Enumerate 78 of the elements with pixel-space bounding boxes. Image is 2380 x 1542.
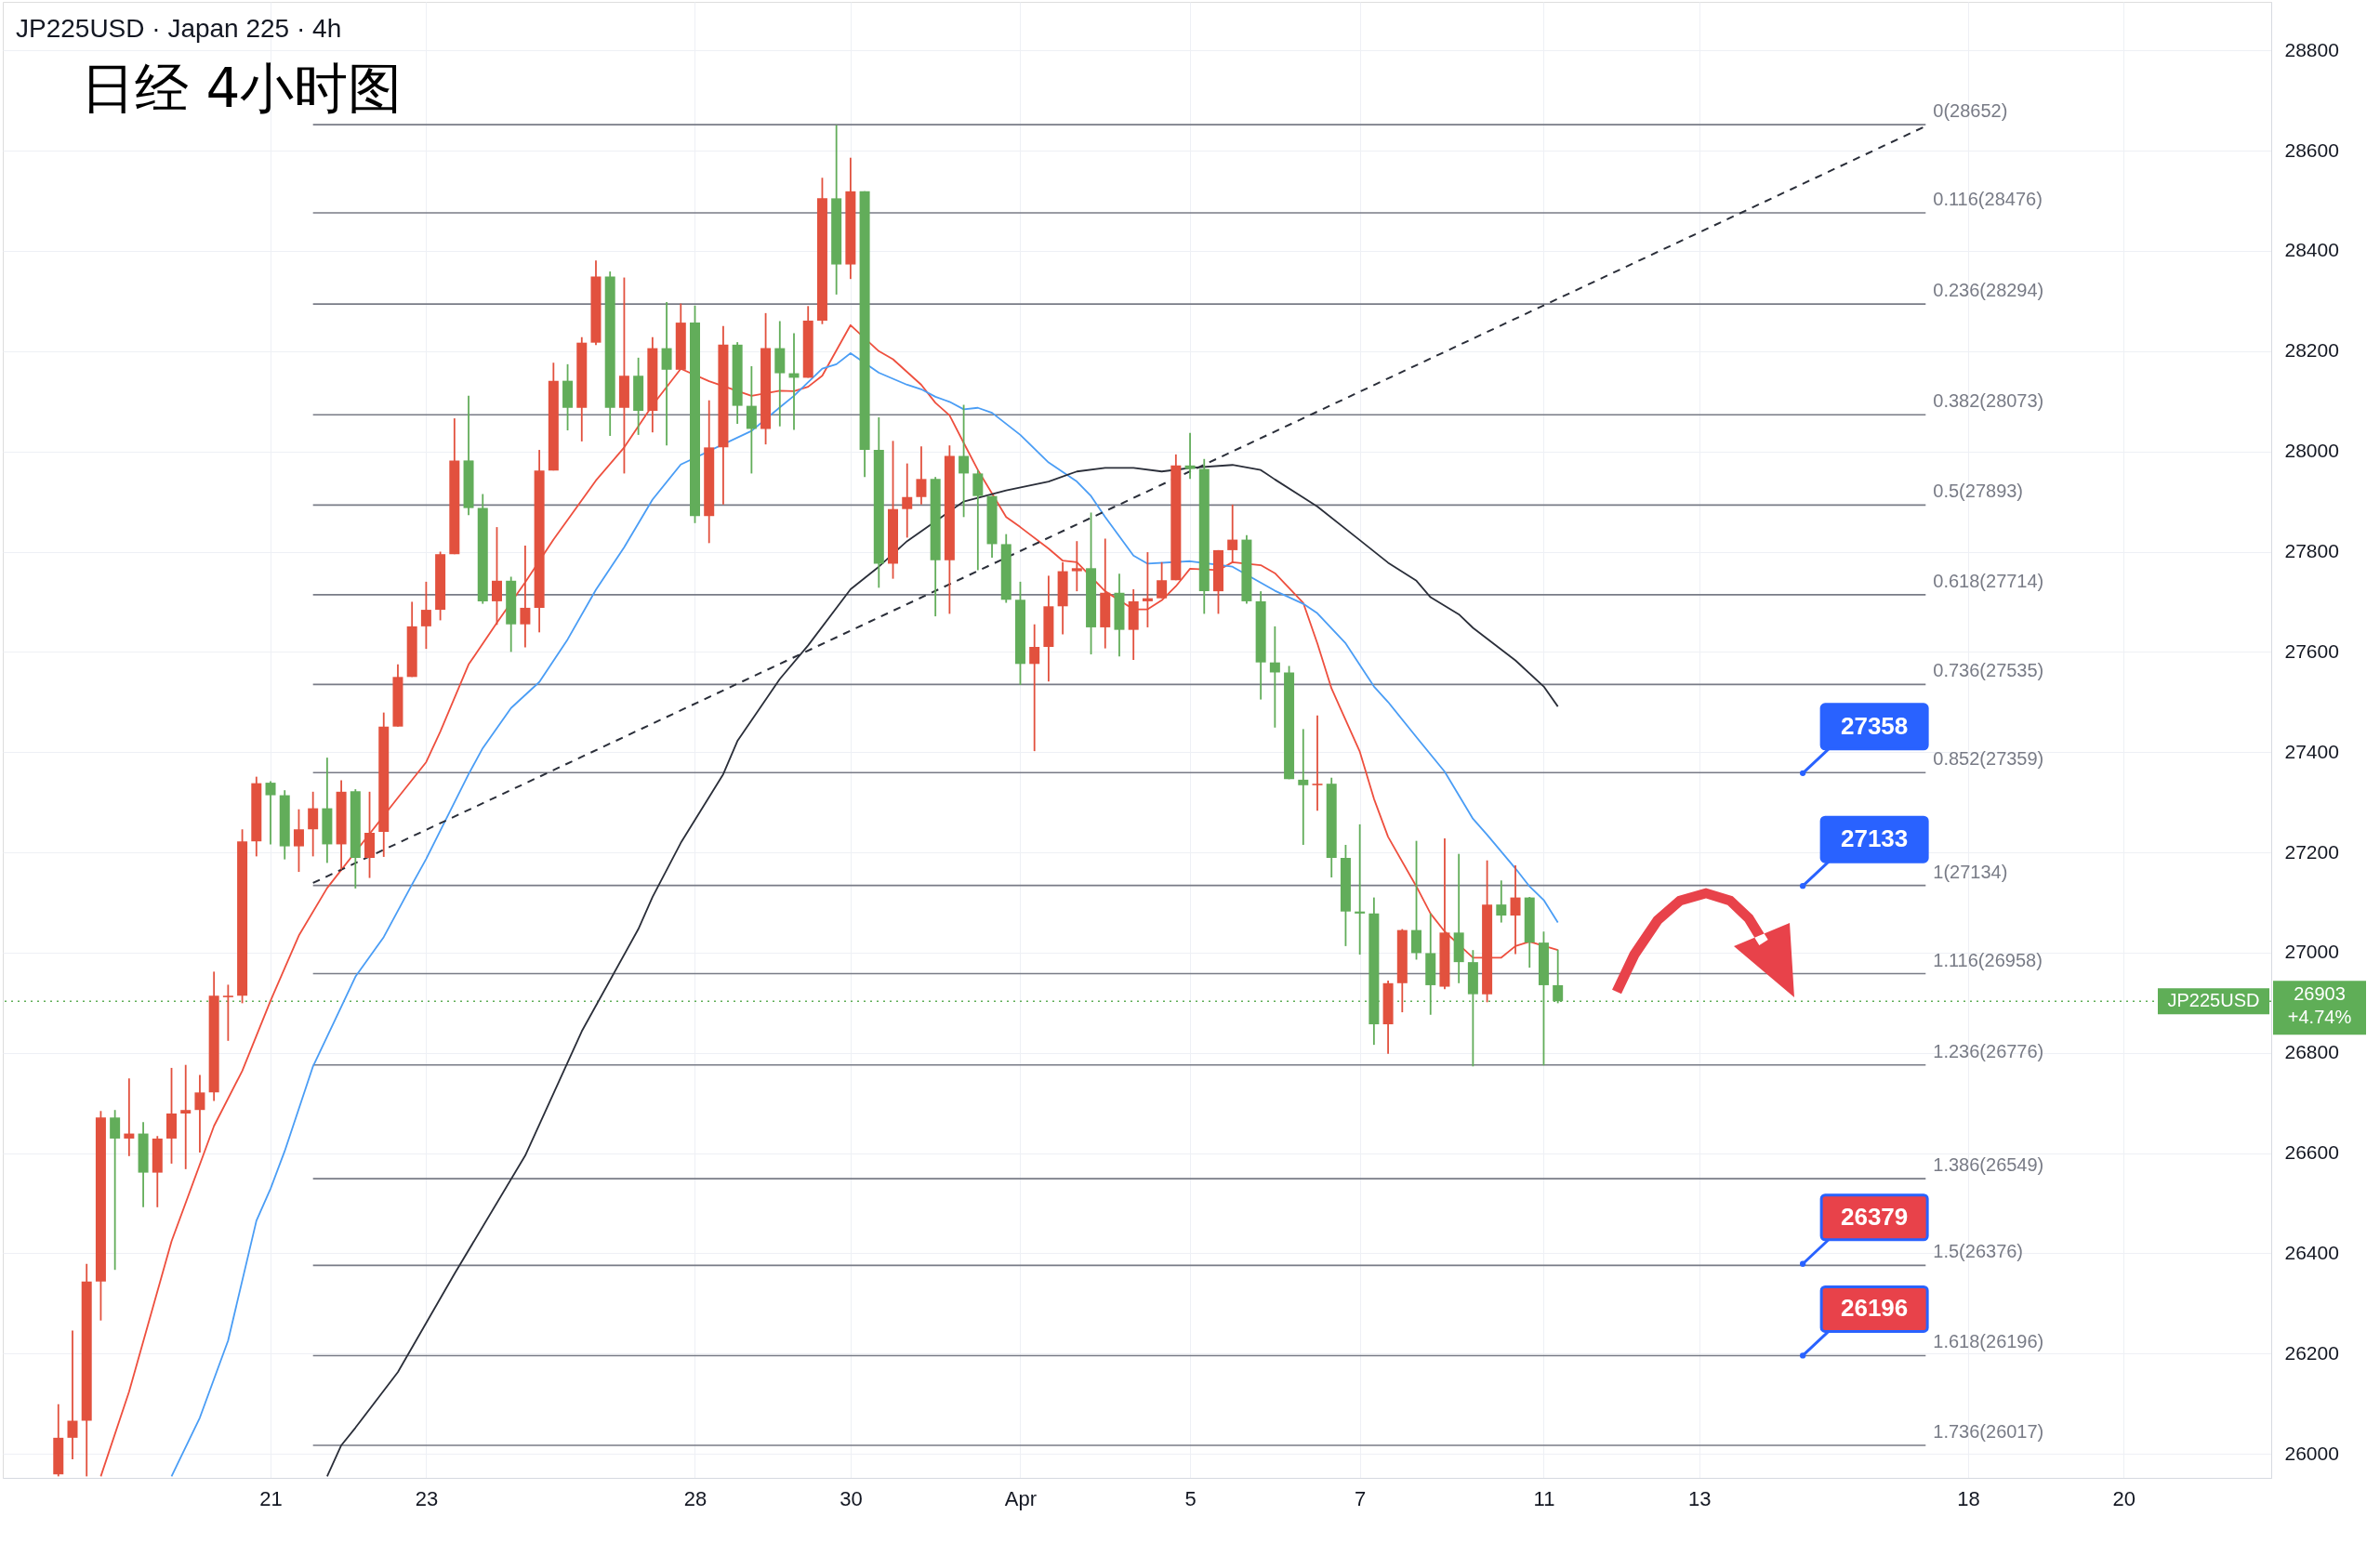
- ref-line-label: 1.5(26376): [1933, 1241, 2024, 1262]
- ref-line-label: 0.116(28476): [1933, 189, 2043, 210]
- y-tick-label: 27000: [2284, 941, 2339, 963]
- x-tick-label: 7: [1355, 1486, 1367, 1510]
- x-tick-label: 5: [1184, 1486, 1197, 1510]
- candlestick: [959, 403, 970, 519]
- ref-line-label: 0.236(28294): [1933, 280, 2044, 301]
- y-tick-label: 26600: [2284, 1141, 2339, 1164]
- ref-line-label: JP225USD: [2167, 990, 2260, 1011]
- ref-line-label: 0.618(27714): [1933, 570, 2044, 591]
- candlestick: [293, 808, 304, 873]
- y-tick-label: 28400: [2284, 239, 2339, 261]
- ref-line-label: 1.236(26776): [1933, 1040, 2044, 1061]
- candlestick: [1142, 551, 1153, 628]
- candlestick: [916, 445, 927, 506]
- y-tick-label: 26800: [2284, 1041, 2339, 1063]
- candlestick: [110, 1109, 121, 1272]
- candlestick: [1496, 879, 1507, 924]
- candlestick: [1029, 623, 1040, 753]
- ref-line-label: 1.618(26196): [1933, 1331, 2044, 1352]
- ref-line-label: 1.736(26017): [1933, 1420, 2044, 1442]
- ref-line-label: 1.116(26958): [1933, 949, 2043, 970]
- y-tick-label: 28600: [2284, 138, 2339, 161]
- x-tick-label: 23: [415, 1486, 439, 1510]
- ref-line-label: 1.386(26549): [1933, 1154, 2044, 1176]
- x-tick-label: 13: [1688, 1486, 1712, 1510]
- candlestick: [1269, 625, 1280, 729]
- y-tick-label: 28200: [2284, 339, 2339, 362]
- candlestick: [491, 526, 502, 626]
- ref-line-label: 0.5(27893): [1933, 481, 2024, 502]
- text: +4.74%: [2287, 1007, 2352, 1028]
- candlestick: [124, 1077, 135, 1157]
- candlestick: [194, 1074, 205, 1153]
- candlestick: [1157, 560, 1168, 600]
- candlestick: [222, 983, 233, 1042]
- text: 26903: [2294, 983, 2346, 1005]
- candlestick: [520, 545, 531, 649]
- annotation: 26379: [1840, 1202, 1909, 1231]
- ref-line-label: 1(27134): [1933, 861, 2008, 882]
- y-tick-label: 26200: [2284, 1341, 2339, 1364]
- y-tick-label: 26000: [2284, 1442, 2339, 1464]
- y-tick-label: 27600: [2284, 639, 2339, 662]
- y-tick-label: 27800: [2284, 540, 2339, 562]
- y-tick-label: 28000: [2284, 440, 2339, 462]
- candlestick: [265, 780, 276, 846]
- candlestick: [1184, 431, 1196, 481]
- ref-line-label: 0(28652): [1933, 100, 2008, 122]
- x-tick-label: 11: [1533, 1486, 1555, 1510]
- x-tick-label: 18: [1957, 1486, 1980, 1510]
- annotation: 27133: [1840, 824, 1909, 853]
- candlestick: [661, 301, 672, 447]
- chart-subtitle: JP225USD · Japan 225 · 4h: [16, 14, 342, 43]
- y-tick-label: 28800: [2284, 38, 2339, 60]
- x-tick-label: 28: [683, 1486, 707, 1510]
- candlestick: [1312, 714, 1323, 812]
- candlestick: [1071, 540, 1082, 593]
- x-tick-label: 21: [259, 1486, 283, 1510]
- annotation: 27358: [1840, 711, 1909, 740]
- candlestick: [902, 462, 913, 539]
- x-tick-label: 20: [2112, 1486, 2136, 1510]
- candlestick: [1298, 728, 1309, 846]
- ref-line-label: 0.736(27535): [1933, 660, 2044, 681]
- y-tick-label: 27400: [2284, 740, 2339, 762]
- x-tick-label: Apr: [1004, 1486, 1038, 1510]
- candlestick: [308, 790, 319, 858]
- y-tick-label: 27200: [2284, 840, 2339, 863]
- x-tick-label: 30: [840, 1486, 863, 1510]
- y-tick-label: 26400: [2284, 1241, 2339, 1263]
- candlestick: [1355, 823, 1366, 956]
- candlestick: [420, 580, 431, 651]
- candlestick: [180, 1063, 192, 1170]
- candlestick: [1227, 503, 1238, 563]
- candlestick: [1510, 864, 1521, 956]
- ref-line-label: 0.852(27359): [1933, 748, 2044, 770]
- ref-line-label: 0.382(28073): [1933, 390, 2044, 412]
- annotation: 26196: [1840, 1294, 1909, 1323]
- text: 日经 4小时图: [81, 57, 403, 120]
- candlestick: [67, 1329, 78, 1460]
